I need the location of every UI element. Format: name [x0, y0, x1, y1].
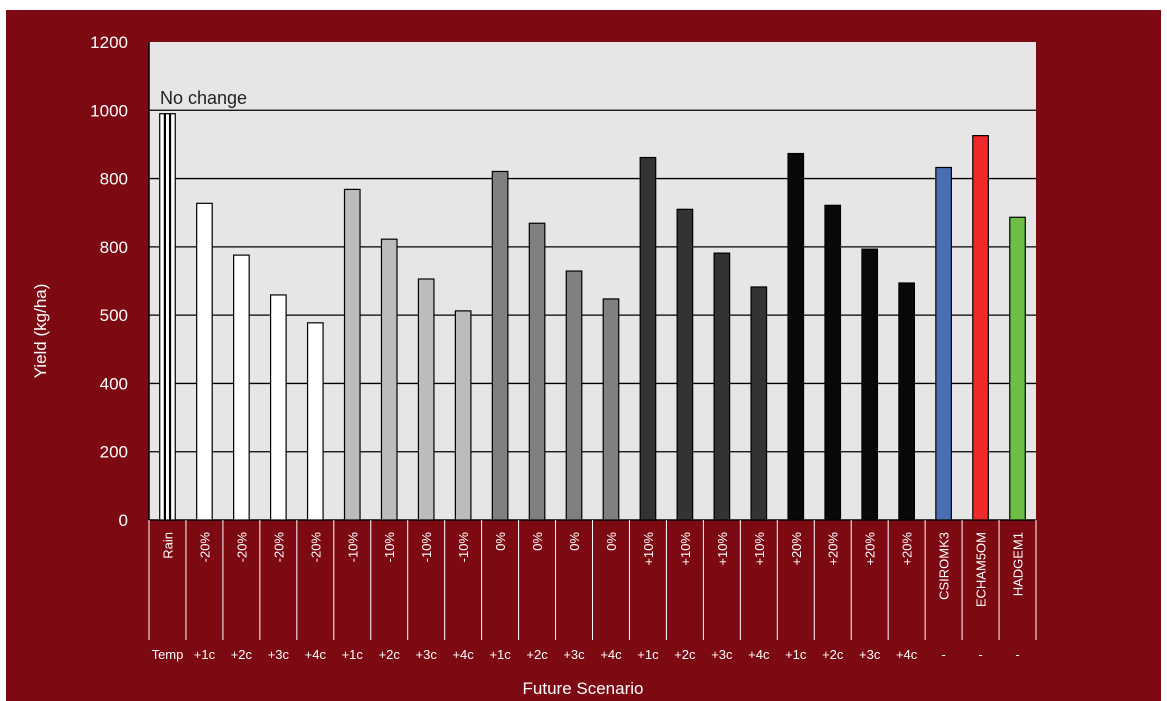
rain-label: -10%	[345, 532, 360, 563]
rain-label: +10%	[715, 532, 730, 566]
y-tick-label: 200	[100, 443, 128, 462]
bar	[750, 286, 768, 521]
bar	[602, 298, 620, 521]
y-tick-label: 800	[100, 238, 128, 257]
rain-label: CSIROMK3	[937, 532, 952, 600]
rain-label: -10%	[382, 532, 397, 563]
temp-label: +2c	[674, 647, 696, 662]
temp-label: +1c	[785, 647, 807, 662]
temp-label: -	[1015, 647, 1019, 662]
temp-label: +3c	[268, 647, 290, 662]
rain-label: +10%	[752, 532, 767, 566]
temp-label: +1c	[489, 647, 511, 662]
y-tick-label: 800	[100, 170, 128, 189]
bar	[824, 204, 842, 521]
y-tick-label: 500	[100, 306, 128, 325]
rain-label: Rain	[160, 532, 175, 559]
temp-label: +2c	[526, 647, 548, 662]
bar	[196, 202, 213, 521]
y-tick-label: 1200	[90, 33, 128, 52]
bar	[454, 310, 472, 521]
temp-label: +2c	[231, 647, 253, 662]
rain-label: +20%	[900, 532, 915, 566]
rain-label: 0%	[493, 532, 508, 551]
rain-label: -20%	[308, 532, 323, 563]
temp-label: +3c	[859, 647, 881, 662]
temp-label: -	[978, 647, 982, 662]
y-tick-label: 400	[100, 374, 128, 393]
rain-label: +10%	[678, 532, 693, 566]
category-axis: Rain Temp -20% +1c -20% +2c -20% +3c -20% +4c -10%…	[148, 520, 1037, 662]
bar	[787, 152, 805, 521]
temp-label: +2c	[822, 647, 844, 662]
rain-label: -20%	[197, 532, 212, 563]
bar	[380, 238, 398, 521]
y-tick-label: 0	[119, 511, 128, 530]
y-axis-label: Yield (kg/ha)	[31, 284, 50, 379]
rain-label: +20%	[826, 532, 841, 566]
y-axis-ticks: 0 200 400 500 800 800 1000 1200	[90, 33, 128, 530]
rain-label: +20%	[863, 532, 878, 566]
temp-label: +2c	[379, 647, 401, 662]
rain-label: 0%	[567, 532, 582, 551]
plot-area	[149, 42, 1036, 520]
bar	[343, 188, 361, 521]
temp-label: +3c	[416, 647, 438, 662]
bar	[676, 208, 694, 521]
temp-label: +3c	[563, 647, 585, 662]
temp-label: -	[941, 647, 945, 662]
rain-label: -20%	[271, 532, 286, 563]
rain-label: -20%	[234, 532, 249, 563]
rain-label: 0%	[604, 532, 619, 551]
temp-label: +3c	[711, 647, 733, 662]
rain-label: -10%	[456, 532, 471, 563]
rain-label: -10%	[419, 532, 434, 563]
bar	[639, 156, 657, 521]
bar	[1009, 216, 1026, 521]
no-change-annotation: No change	[160, 88, 247, 108]
temp-label: +4c	[600, 647, 622, 662]
bar	[861, 248, 879, 521]
bar	[269, 294, 287, 521]
rain-label: 0%	[530, 532, 545, 551]
temp-label: Temp	[152, 647, 184, 662]
temp-label: +4c	[452, 647, 474, 662]
bar	[713, 252, 731, 521]
rain-label: +20%	[789, 532, 804, 566]
temp-label: +1c	[342, 647, 364, 662]
bar	[417, 278, 435, 521]
temp-label: +4c	[896, 647, 918, 662]
bar	[972, 135, 989, 521]
bars	[159, 113, 1026, 521]
bar	[233, 254, 250, 521]
rain-label: +10%	[641, 532, 656, 566]
temp-label: +1c	[637, 647, 659, 662]
bar	[565, 270, 583, 521]
bar	[898, 282, 916, 521]
temp-label: +4c	[748, 647, 770, 662]
bar	[306, 322, 324, 521]
x-axis-label: Future Scenario	[523, 679, 644, 698]
bar	[491, 170, 509, 521]
temp-label: +4c	[305, 647, 327, 662]
temp-label: +1c	[194, 647, 216, 662]
rain-label: ECHAM5OM	[974, 532, 989, 607]
bar	[528, 222, 546, 521]
rain-label: HADGEM1	[1011, 532, 1026, 596]
bar	[935, 166, 952, 521]
y-tick-label: 1000	[90, 101, 128, 120]
bar	[159, 113, 176, 521]
